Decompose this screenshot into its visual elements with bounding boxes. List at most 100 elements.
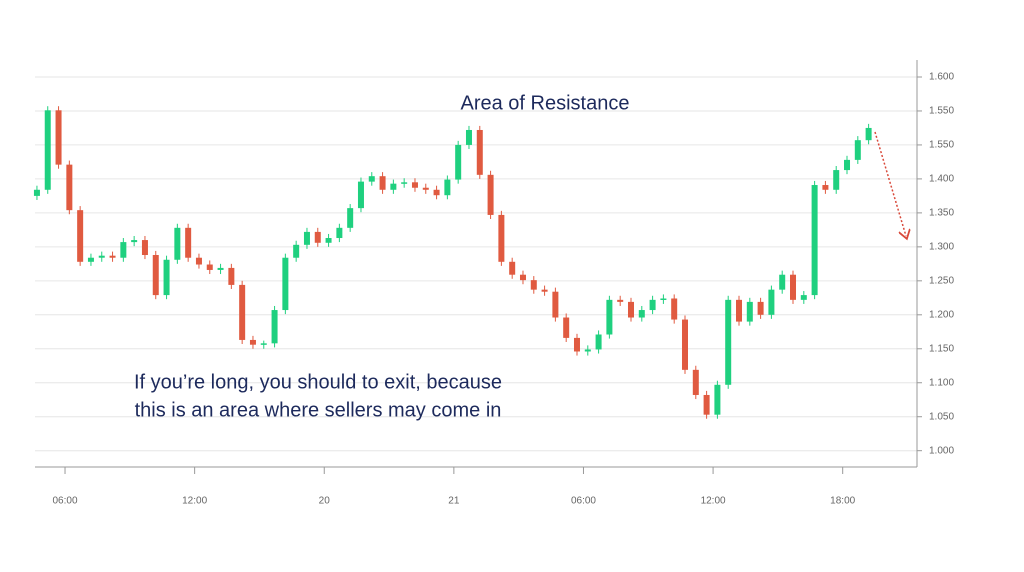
candle-body xyxy=(725,299,732,385)
annotation: this is an area where sellers may come i… xyxy=(135,399,502,421)
y-tick-label: 1.600 xyxy=(929,72,954,83)
y-tick-label: 1.300 xyxy=(929,241,954,252)
candle-body xyxy=(368,176,375,182)
candle-body xyxy=(109,255,116,258)
candle-body xyxy=(303,231,310,245)
candle-body xyxy=(271,310,278,344)
x-tick-label: 12:00 xyxy=(182,496,207,507)
candle-body xyxy=(98,255,105,258)
candle-body xyxy=(541,289,548,292)
candle-body xyxy=(811,185,818,296)
x-tick-label: 06:00 xyxy=(571,496,596,507)
candle-body xyxy=(357,181,364,209)
candle-body xyxy=(844,159,851,171)
y-tick-label: 1.100 xyxy=(929,377,954,388)
candle-body xyxy=(206,264,213,270)
grid xyxy=(35,76,922,474)
candle-body xyxy=(239,284,246,340)
candle-body xyxy=(606,299,613,335)
annotation: Area of Resistance xyxy=(461,92,630,114)
candle-body xyxy=(746,301,753,322)
candle-body xyxy=(282,257,289,311)
candle-body xyxy=(584,349,591,352)
candle-body xyxy=(228,267,235,285)
y-tick-label: 1.200 xyxy=(929,309,954,320)
candle-body xyxy=(714,384,721,415)
y-tick-label: 1.000 xyxy=(929,445,954,456)
x-tick-label: 06:00 xyxy=(53,496,78,507)
candle-body xyxy=(800,295,807,300)
candle-body xyxy=(671,298,678,320)
y-tick-label: 1.550 xyxy=(929,140,954,151)
candle-body xyxy=(325,238,332,243)
candle-body xyxy=(141,240,148,256)
y-tick-label: 1.150 xyxy=(929,343,954,354)
candle-body xyxy=(476,129,483,175)
candle-body xyxy=(833,170,840,190)
candle-body xyxy=(854,140,861,160)
candle-body xyxy=(617,299,624,302)
candle-body xyxy=(433,189,440,196)
y-tick-label: 1.050 xyxy=(929,411,954,422)
candle-body xyxy=(314,231,321,243)
candle-body xyxy=(120,242,127,258)
x-tick-label: 20 xyxy=(319,496,331,507)
candle-body xyxy=(627,301,634,318)
x-tick-label: 18:00 xyxy=(830,496,855,507)
candle-body xyxy=(163,259,170,296)
candle-body xyxy=(681,319,688,370)
candle-body xyxy=(865,127,872,141)
candle-body xyxy=(195,257,202,265)
candle-body xyxy=(703,394,710,415)
candle-body xyxy=(595,334,602,350)
candles xyxy=(33,106,872,419)
candle-body xyxy=(249,339,256,345)
candle-body xyxy=(411,182,418,188)
candle-body xyxy=(487,174,494,215)
candle-body xyxy=(455,144,462,180)
y-tick-label: 1.350 xyxy=(929,208,954,219)
candle-body xyxy=(347,208,354,228)
candle-body xyxy=(131,240,138,243)
candle-body xyxy=(66,164,73,211)
candle-body xyxy=(465,129,472,145)
candle-body xyxy=(530,280,537,290)
candle-body xyxy=(552,291,559,318)
candle-body xyxy=(498,214,505,262)
candle-body xyxy=(185,227,192,258)
arrow xyxy=(874,131,906,236)
candle-body xyxy=(563,317,570,338)
candle-body xyxy=(33,189,40,196)
candle-body xyxy=(779,274,786,290)
candle-body xyxy=(444,179,451,196)
candle-body xyxy=(757,301,764,315)
candle-body xyxy=(401,182,408,184)
candle-body xyxy=(293,244,300,258)
candle-body xyxy=(217,267,224,270)
candle-body xyxy=(379,176,386,190)
candle-body xyxy=(509,261,516,275)
candle-body xyxy=(822,185,829,190)
candle-body xyxy=(736,299,743,322)
candle-body xyxy=(692,369,699,395)
y-tick-label: 1.400 xyxy=(929,174,954,185)
y-tick-label: 1.550 xyxy=(929,106,954,117)
candle-body xyxy=(573,337,580,352)
x-tick-label: 12:00 xyxy=(701,496,726,507)
candle-body xyxy=(174,227,181,260)
candle-body xyxy=(87,257,94,262)
candle-body xyxy=(260,343,267,345)
candle-body xyxy=(44,110,51,190)
candle-body xyxy=(55,110,62,165)
annotation: If you’re long, you should to exit, beca… xyxy=(134,371,502,393)
candle-body xyxy=(768,289,775,315)
candle-body xyxy=(790,274,797,300)
x-tick-label: 21 xyxy=(448,496,460,507)
candle-body xyxy=(336,227,343,239)
candle-body xyxy=(422,187,429,190)
candle-body xyxy=(390,183,397,190)
candle-body xyxy=(152,255,159,296)
candle-body xyxy=(77,210,84,262)
y-tick-label: 1.250 xyxy=(929,275,954,286)
